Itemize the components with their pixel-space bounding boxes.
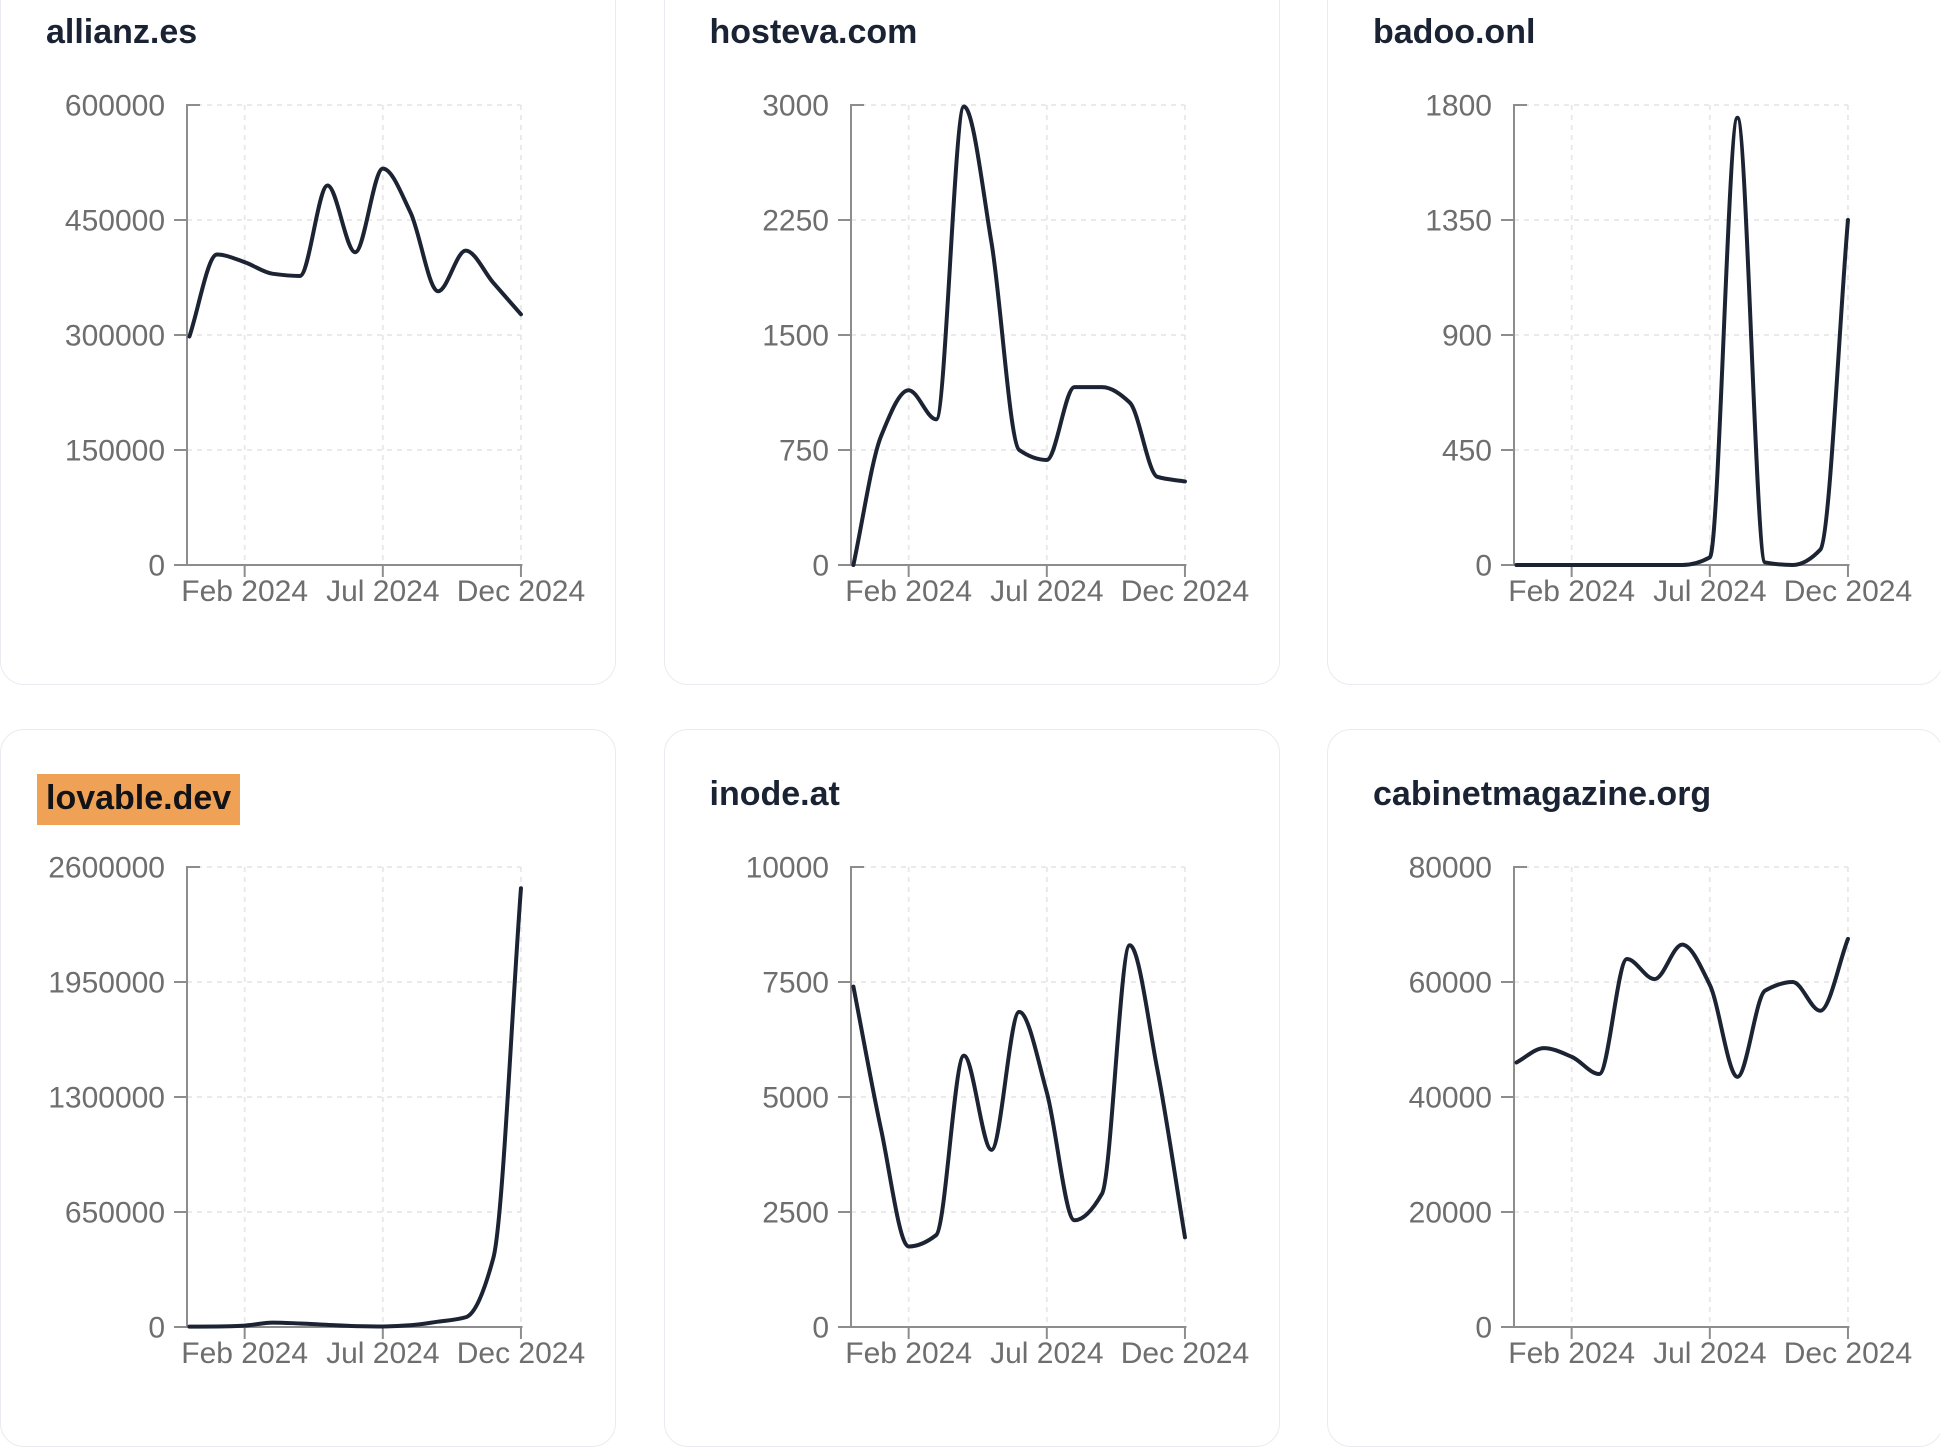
y-tick-label: 1950000 xyxy=(48,967,165,1000)
x-tick-label: Jul 2024 xyxy=(1653,1337,1766,1370)
chart-card-allianz-es[interactable]: allianz.es 0 150000 300000 450000 600000 Feb … xyxy=(0,0,616,685)
y-tick-label: 2500 xyxy=(762,1197,829,1230)
chart-title: badoo.onl xyxy=(1373,12,1535,52)
x-tick-label: Feb 2024 xyxy=(1508,1337,1635,1370)
x-tick-label: Jul 2024 xyxy=(326,1337,439,1370)
y-tick-label: 0 xyxy=(1475,1312,1492,1345)
x-tick-label: Dec 2024 xyxy=(1120,1337,1248,1370)
y-tick-label: 7500 xyxy=(762,967,829,1000)
chart-title: inode.at xyxy=(710,774,840,814)
x-tick-label: Feb 2024 xyxy=(845,575,972,608)
x-tick-label: Jul 2024 xyxy=(1653,575,1766,608)
y-tick-label: 600000 xyxy=(65,90,165,123)
line-chart: 0 2500 5000 7500 10000 Feb 2024 Jul 2024 Dec 20… xyxy=(745,852,1249,1371)
chart-title-text: inode.at xyxy=(709,775,840,813)
x-tick-label: Feb 2024 xyxy=(845,1337,972,1370)
y-tick-label: 2250 xyxy=(762,205,829,238)
chart-title: allianz.es xyxy=(46,12,197,52)
x-tick-label: Feb 2024 xyxy=(181,575,308,608)
y-tick-label: 1350 xyxy=(1425,205,1492,238)
y-tick-label: 450000 xyxy=(65,205,165,238)
y-tick-label: 900 xyxy=(1442,320,1492,353)
chart-title: hosteva.com xyxy=(710,12,918,52)
chart-card-inode-at[interactable]: inode.at 0 2500 5000 7500 10000 Feb 2024 Jul 2… xyxy=(663,729,1280,1447)
chart-card-cabinetmagazine-org[interactable]: cabinetmagazine.org 0 20000 40000 60000 8000… xyxy=(1327,729,1940,1447)
line-chart: 0 750 1500 2250 3000 Feb 2024 Jul 2024 Dec 2024 xyxy=(762,90,1249,609)
y-tick-label: 300000 xyxy=(65,320,165,353)
chart-title-text: hosteva.com xyxy=(709,13,918,51)
y-tick-label: 750 xyxy=(778,435,828,468)
line-chart: 0 450 900 1350 1800 Feb 2024 Jul 2024 Dec 2024 xyxy=(1425,90,1912,609)
y-tick-label: 0 xyxy=(148,550,165,583)
trend-line xyxy=(1514,115,1850,568)
x-tick-label: Dec 2024 xyxy=(1120,575,1248,608)
x-tick-label: Dec 2024 xyxy=(457,1337,585,1370)
trend-line xyxy=(850,943,1187,1249)
chart-title-text: cabinetmagazine.org xyxy=(1373,775,1712,813)
y-tick-label: 20000 xyxy=(1409,1197,1492,1230)
line-chart: 0 20000 40000 60000 80000 Feb 2024 Jul 2024 Dec… xyxy=(1409,852,1913,1371)
y-tick-label: 60000 xyxy=(1409,967,1492,1000)
chart-title-text: allianz.es xyxy=(46,13,198,51)
x-tick-label: Jul 2024 xyxy=(990,575,1103,608)
x-tick-label: Dec 2024 xyxy=(1784,575,1912,608)
y-tick-label: 0 xyxy=(812,1312,829,1345)
y-tick-label: 3000 xyxy=(762,90,829,123)
x-tick-label: Jul 2024 xyxy=(990,1337,1103,1370)
trend-line xyxy=(1514,936,1850,1079)
x-tick-label: Dec 2024 xyxy=(457,575,585,608)
y-tick-label: 5000 xyxy=(762,1082,829,1115)
chart-title-text: lovable.dev xyxy=(37,774,241,826)
y-tick-label: 10000 xyxy=(745,852,828,885)
y-tick-label: 450 xyxy=(1442,435,1492,468)
y-tick-label: 80000 xyxy=(1409,852,1492,885)
y-tick-label: 0 xyxy=(812,550,829,583)
y-tick-label: 2600000 xyxy=(48,852,165,885)
chart-card-hosteva-com[interactable]: hosteva.com 0 750 1500 2250 3000 Feb 2024 Jul … xyxy=(663,0,1280,685)
x-tick-label: Jul 2024 xyxy=(326,575,439,608)
y-tick-label: 1800 xyxy=(1425,90,1492,123)
x-tick-label: Feb 2024 xyxy=(1508,575,1635,608)
y-tick-label: 650000 xyxy=(65,1197,165,1230)
y-tick-label: 150000 xyxy=(65,435,165,468)
line-chart: 0 650000 1300000 1950000 2600000 Feb 2024 Jul … xyxy=(48,852,585,1371)
x-tick-label: Dec 2024 xyxy=(1784,1337,1912,1370)
trend-line xyxy=(187,166,523,339)
chart-title: lovable.dev xyxy=(37,774,241,826)
y-tick-label: 1300000 xyxy=(48,1082,165,1115)
trend-line xyxy=(187,886,523,1329)
y-tick-label: 40000 xyxy=(1409,1082,1492,1115)
x-tick-label: Feb 2024 xyxy=(181,1337,308,1370)
line-chart: 0 150000 300000 450000 600000 Feb 2024 Jul 202… xyxy=(65,90,585,609)
y-tick-label: 0 xyxy=(148,1312,165,1345)
chart-title: cabinetmagazine.org xyxy=(1373,774,1711,814)
y-tick-label: 0 xyxy=(1475,550,1492,583)
chart-card-lovable-dev[interactable]: lovable.dev 0 650000 1300000 1950000 2600000… xyxy=(0,729,616,1447)
y-tick-label: 1500 xyxy=(762,320,829,353)
chart-title-text: badoo.onl xyxy=(1373,13,1536,51)
chart-card-badoo-onl[interactable]: badoo.onl 0 450 900 1350 1800 Feb 2024 Jul 202… xyxy=(1327,0,1940,685)
trend-line xyxy=(850,104,1187,567)
